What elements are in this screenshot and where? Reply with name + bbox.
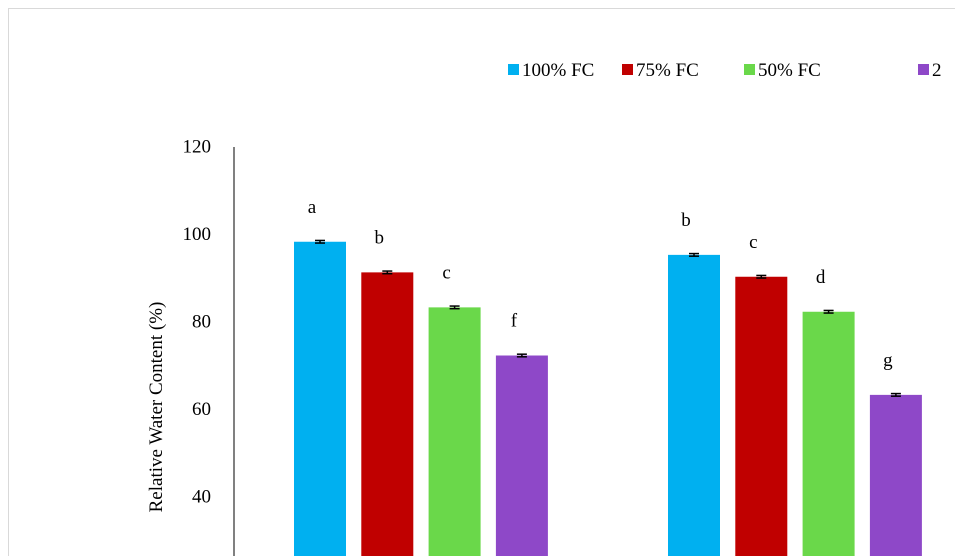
significance-letter: b xyxy=(681,210,691,231)
bar xyxy=(735,276,788,556)
y-axis-title: Relative Water Content (%) xyxy=(146,302,167,513)
y-tick-label: 40 xyxy=(192,487,211,508)
bar xyxy=(294,241,346,556)
y-tick-label: 80 xyxy=(192,312,211,333)
y-axis: 40 60 80 100 120 xyxy=(183,137,235,556)
legend-swatch xyxy=(918,64,929,75)
legend: 100% FC 75% FC 50% FC 2 xyxy=(508,60,942,81)
y-tick-label: 60 xyxy=(192,399,211,420)
bar xyxy=(869,394,922,556)
significance-letter: c xyxy=(749,232,757,253)
legend-label: 100% FC xyxy=(522,60,594,81)
legend-label: 2 xyxy=(932,60,942,81)
significance-letter: b xyxy=(375,227,385,248)
legend-label: 50% FC xyxy=(758,60,821,81)
bar xyxy=(668,254,720,556)
significance-letter: c xyxy=(442,262,450,283)
significance-letter: g xyxy=(883,350,893,371)
bars: a b c f b c d g xyxy=(294,197,922,556)
chart-frame xyxy=(8,8,955,556)
bar xyxy=(428,307,481,556)
legend-label: 75% FC xyxy=(636,60,699,81)
significance-letter: d xyxy=(816,267,826,288)
y-tick-label: 100 xyxy=(183,224,212,245)
bar xyxy=(361,272,414,556)
legend-swatch xyxy=(744,64,755,75)
y-tick-label: 120 xyxy=(183,137,212,158)
legend-swatch xyxy=(508,64,519,75)
bar xyxy=(495,355,548,556)
legend-swatch xyxy=(622,64,633,75)
bar xyxy=(802,311,855,556)
significance-letter: f xyxy=(511,311,518,332)
significance-letter: a xyxy=(308,197,317,218)
